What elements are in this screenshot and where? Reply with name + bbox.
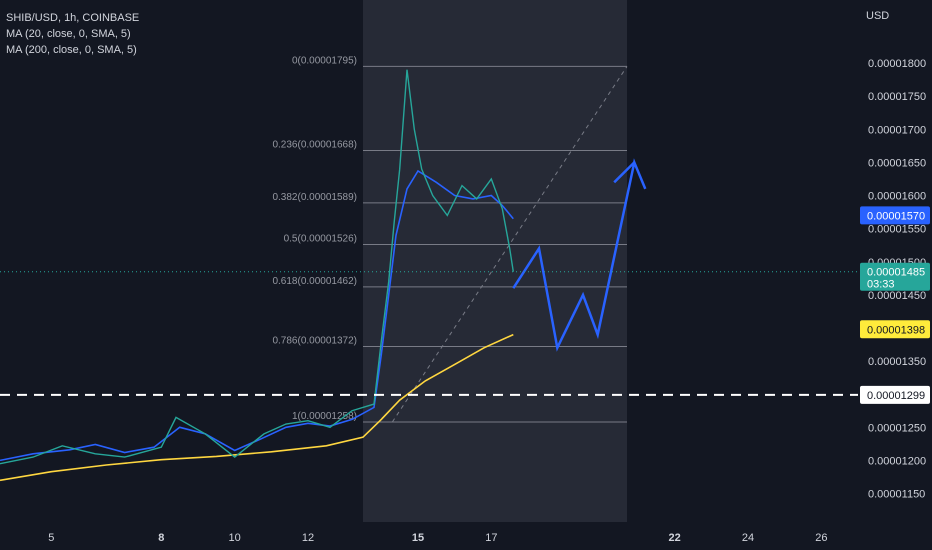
price-tag-label: 0.00001299 [867,390,925,402]
price-tag[interactable] [860,385,930,404]
projection-arrowhead[interactable] [613,161,636,184]
chart-legend: SHIB/USD, 1h, COINBASE MA (20, close, 0,… [6,10,139,58]
time-tick-label: 15 [412,532,424,544]
price-tag-label: 0.00001570 [867,210,925,222]
ma20-line [0,333,514,482]
price-tick-label: 0.00001450 [868,290,926,302]
price-tag[interactable] [860,320,930,339]
price-tag[interactable] [860,206,930,225]
price-series [0,69,514,482]
time-tick-label: 26 [815,532,827,544]
horizontal-lines[interactable] [0,271,858,396]
fib-level-label: 0(0.00001795) [292,55,357,66]
fib-level-label: 0.618(0.00001462) [272,276,357,287]
ma20-line [0,169,514,462]
price-tick-label: 0.00001350 [868,356,926,368]
time-tick-label: 17 [485,532,497,544]
fib-background [363,0,627,522]
ma20-legend[interactable]: MA (20, close, 0, SMA, 5) [6,28,131,40]
price-tag-label: 0.00001398 [867,324,925,336]
price-tick-label: 0.00001200 [868,455,926,467]
time-tick-label: 24 [742,532,754,544]
projection-drawing[interactable] [512,158,647,352]
price-tick-label: 0.00001550 [868,224,926,236]
fib-level-label: 0.382(0.00001589) [272,192,357,203]
time-tick-label: 10 [229,532,241,544]
time-tick-label: 8 [158,532,164,544]
fib-level-label: 0.5(0.00001526) [284,234,357,245]
price-tag-countdown: 03:33 [867,279,895,291]
price-tick-label: 0.00001150 [868,489,925,501]
price-tick-label: 0.00001250 [868,422,926,434]
price-tick-label: 0.00001650 [868,157,926,169]
close-price-line [0,69,514,465]
time-axis[interactable]: 5 8 10 12 15 17 22 24 26 [48,532,827,544]
symbol-title[interactable]: SHIB/USD, 1h, COINBASE [6,12,140,24]
price-tick-label: 0.00001800 [868,58,926,70]
fib-level-label: 0.236(0.00001668) [272,140,357,151]
time-tick-label: 5 [48,532,54,544]
fib-level-label: 0.786(0.00001372) [272,336,357,347]
fibonacci-retracement[interactable]: 0(0.00001795) 0.236(0.00001668) 0.382(0.00… [272,0,628,522]
price-axis[interactable]: 0.00001800 0.00001750 0.00001700 0.00001650… [860,58,930,501]
price-tag[interactable] [860,262,930,291]
currency-label: USD [866,10,889,22]
price-tick-label: 0.00001700 [868,124,926,136]
price-tick-label: 0.00001750 [868,91,926,103]
fib-level-label: 1(0.00001258) [292,411,357,422]
time-tick-label: 12 [302,532,314,544]
ma200-legend[interactable]: MA (200, close, 0, SMA, 5) [6,44,137,56]
price-tag-label: 0.00001485 [867,267,925,279]
time-tick-label: 22 [669,532,681,544]
price-tick-label: 0.00001600 [868,191,926,203]
fib-trend-line[interactable] [391,66,628,423]
